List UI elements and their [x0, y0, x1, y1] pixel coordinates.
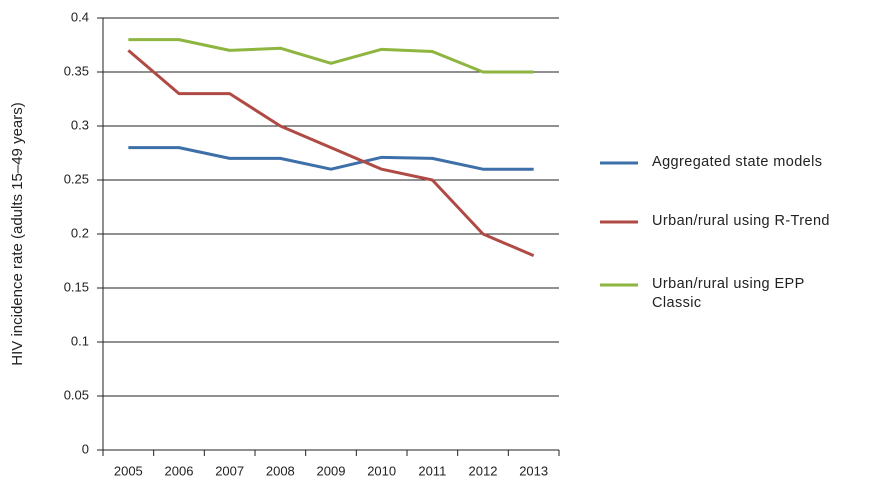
y-tick-label: 0 [82, 441, 89, 456]
x-tick-label: 2007 [215, 463, 244, 478]
legend-label: Aggregated state models [652, 154, 823, 170]
y-tick-label: 0.2 [71, 225, 89, 240]
x-tick-label: 2010 [367, 463, 396, 478]
x-tick-label: 2006 [165, 463, 194, 478]
x-tick-label: 2008 [266, 463, 295, 478]
y-tick-label: 0.35 [64, 63, 89, 78]
legend-label: Urban/rural using EPP Classic [652, 276, 805, 311]
series-line [128, 146, 534, 171]
series-line [128, 38, 534, 74]
legend-label: Urban/rural using R-Trend [652, 213, 830, 229]
y-tick-label: 0.25 [64, 171, 89, 186]
x-tick-label: 2012 [469, 463, 498, 478]
y-tick-label: 0.3 [71, 117, 89, 132]
series-line [127, 49, 535, 257]
y-tick-label: 0.05 [64, 387, 89, 402]
x-tick-label: 2011 [418, 463, 446, 478]
x-tick-label: 2005 [114, 463, 143, 478]
x-tick-label: 2009 [317, 463, 346, 478]
y-tick-label: 0.4 [71, 9, 89, 24]
y-tick-label: 0.1 [71, 333, 89, 348]
x-tick-label: 2013 [519, 463, 548, 478]
y-tick-label: 0.15 [64, 279, 89, 294]
y-axis-label: HIV incidence rate (adults 15–49 years) [9, 102, 26, 365]
